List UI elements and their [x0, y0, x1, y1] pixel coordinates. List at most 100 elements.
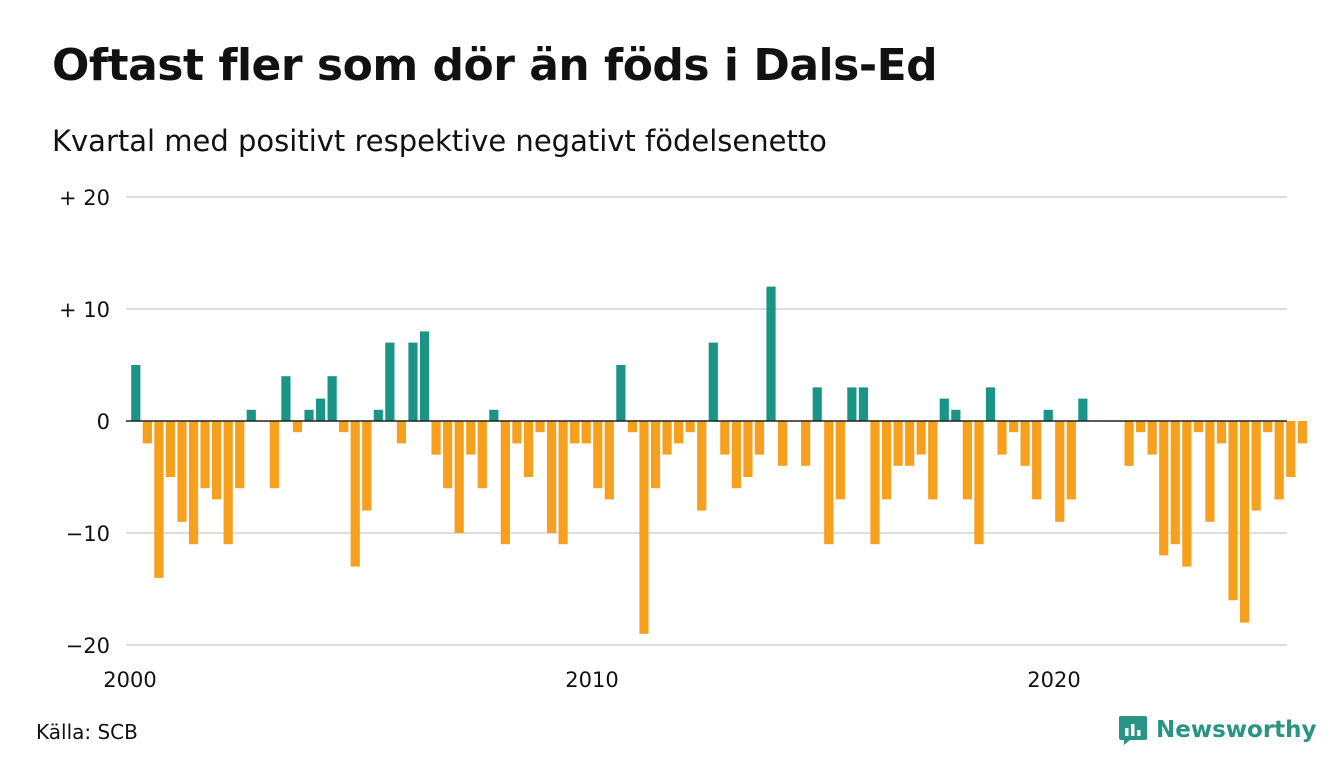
bar-negative [558, 421, 568, 545]
bar-negative [1066, 421, 1076, 500]
bar-positive [327, 376, 337, 421]
bar-negative [1251, 421, 1261, 511]
bar-negative [801, 421, 811, 466]
bar-negative [235, 421, 245, 489]
bar-positive [616, 365, 626, 421]
bar-negative [523, 421, 534, 477]
bar-negative [431, 421, 441, 455]
bar-negative [1263, 421, 1273, 433]
bar-negative [1286, 421, 1296, 477]
bar-positive [246, 409, 256, 421]
bar-positive [419, 331, 430, 421]
bar-negative [720, 421, 730, 455]
bar-negative [697, 421, 707, 511]
bar-negative [870, 421, 880, 545]
y-tick-label: + 20 [59, 186, 110, 210]
bar-negative [997, 421, 1007, 455]
bar-negative [292, 421, 303, 433]
bar-negative [916, 421, 926, 455]
bar-positive [766, 286, 776, 421]
bar-positive [858, 387, 869, 421]
bar-negative [396, 421, 407, 444]
bar-negative [662, 421, 672, 455]
bar-negative [1055, 421, 1065, 522]
bar-negative [362, 421, 372, 511]
bar-negative [1124, 421, 1134, 466]
bar-negative [1008, 421, 1019, 433]
bar-negative [500, 421, 510, 545]
bar-negative [674, 421, 684, 444]
bar-positive [812, 387, 822, 421]
bar-negative [881, 421, 892, 500]
bar-negative [546, 421, 557, 533]
bar-positive [315, 398, 326, 421]
bar-negative [650, 421, 661, 489]
newsworthy-logo-icon [1119, 716, 1147, 745]
bar-negative [535, 421, 545, 433]
bar-negative [1020, 421, 1030, 466]
bar-positive [951, 409, 961, 421]
bar-negative [639, 421, 649, 634]
bar-negative [928, 421, 938, 500]
y-tick-label: 0 [97, 410, 110, 434]
x-tick-label: 2010 [565, 668, 618, 692]
source-note: Källa: SCB [36, 720, 138, 744]
x-tick-label: 2020 [1027, 668, 1080, 692]
bar-negative [731, 421, 741, 489]
bar-positive [708, 342, 718, 421]
bar-negative [1205, 421, 1215, 522]
bar-negative [974, 421, 984, 545]
bar-positive [985, 387, 996, 421]
x-tick-label: 2000 [103, 668, 156, 692]
bar-negative [154, 421, 164, 578]
bar-negative [200, 421, 210, 489]
bar-negative [1182, 421, 1192, 567]
y-tick-label: −20 [66, 634, 110, 658]
bar-negative [581, 421, 591, 444]
bar-negative [477, 421, 487, 489]
bar-negative [165, 421, 176, 477]
bar-negative [893, 421, 903, 466]
brand-name: Newsworthy [1156, 717, 1317, 743]
bar-positive [939, 398, 949, 421]
bar-negative [1239, 421, 1250, 623]
grid-layer [126, 196, 1287, 646]
bar-negative [604, 421, 614, 500]
bar-negative [443, 421, 453, 489]
tick-labels-layer: + 20 + 10 0 −10 −20 2000 2010 2020 [59, 186, 1081, 692]
y-tick-label: −10 [66, 522, 110, 546]
bar-negative [1147, 421, 1157, 455]
bar-negative [1297, 421, 1307, 444]
bar-negative [1216, 421, 1227, 444]
bar-negative [454, 421, 464, 533]
bar-negative [269, 421, 279, 489]
bar-negative [743, 421, 753, 477]
bar-positive [408, 342, 418, 421]
bar-negative [627, 421, 638, 433]
y-tick-label: + 10 [59, 298, 110, 322]
bar-positive [1078, 398, 1088, 421]
bar-negative [777, 421, 788, 466]
bar-positive [385, 342, 395, 421]
bar-positive [304, 409, 314, 421]
bar-positive [847, 387, 857, 421]
bar-negative [466, 421, 476, 455]
bar-positive [1043, 409, 1053, 421]
bar-positive [373, 409, 383, 421]
bar-negative [570, 421, 580, 444]
bar-negative [1136, 421, 1146, 433]
brand-logo: Newsworthy [1118, 714, 1317, 746]
bar-negative [177, 421, 187, 522]
bar-negative [593, 421, 603, 489]
bars-layer [131, 286, 1307, 634]
bar-negative [212, 421, 222, 500]
bar-negative [1228, 421, 1238, 601]
bar-negative [142, 421, 152, 444]
bar-negative [350, 421, 360, 567]
bar-negative [685, 421, 695, 433]
bar-positive [281, 376, 291, 421]
bar-negative [188, 421, 199, 545]
bar-positive [131, 365, 141, 421]
bar-negative [1170, 421, 1180, 545]
